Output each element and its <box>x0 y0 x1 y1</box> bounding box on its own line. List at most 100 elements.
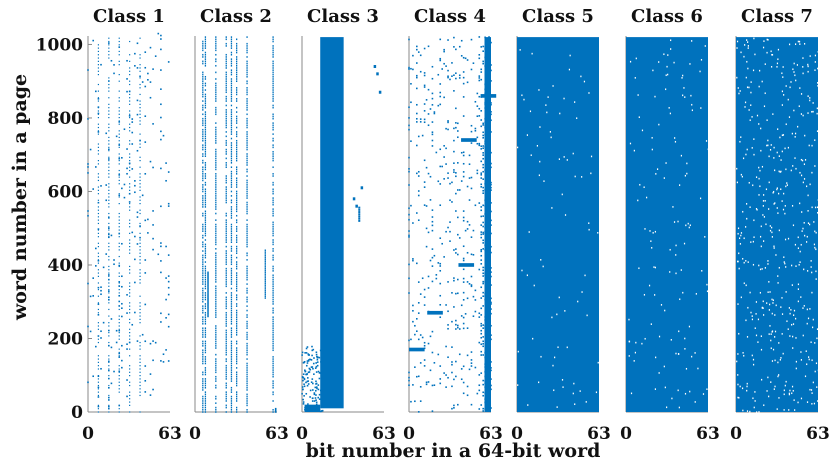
data-point <box>165 179 167 182</box>
gap-speck <box>588 222 590 224</box>
data-point <box>482 157 484 160</box>
data-point <box>225 131 227 133</box>
data-point <box>457 122 459 125</box>
data-point <box>108 50 110 53</box>
data-point <box>230 378 233 380</box>
data-point <box>108 369 110 372</box>
gap-speck <box>784 238 787 241</box>
data-point <box>202 188 204 191</box>
gap-speck <box>588 228 590 231</box>
gap-speck <box>771 65 773 68</box>
data-point <box>236 294 238 296</box>
data-point <box>204 146 207 149</box>
data-point <box>236 67 238 69</box>
gap-speck <box>526 274 528 277</box>
data-point <box>462 171 465 173</box>
data-point <box>113 64 115 66</box>
data-point <box>215 113 217 116</box>
data-point <box>204 356 207 358</box>
gap-speck <box>790 169 792 172</box>
gap-speck <box>654 266 657 269</box>
data-point <box>129 292 131 294</box>
y-tick-label: 0 <box>71 403 83 423</box>
data-point <box>315 380 317 383</box>
data-point <box>202 56 204 58</box>
gap-speck <box>806 308 808 311</box>
gap-speck <box>652 69 654 72</box>
gap-speck <box>750 104 752 106</box>
data-point <box>230 263 233 266</box>
gap-speck <box>815 231 817 234</box>
data-point <box>302 388 304 391</box>
data-point <box>236 192 238 195</box>
data-point <box>315 401 318 404</box>
data-point <box>108 123 110 125</box>
data-point <box>246 320 248 323</box>
gap-speck <box>762 214 764 216</box>
data-point <box>472 229 475 232</box>
data-point <box>118 183 120 185</box>
data-point <box>129 265 131 268</box>
data-point <box>165 298 167 301</box>
data-point <box>230 82 233 85</box>
data-point <box>272 45 274 47</box>
gap-speck <box>782 76 784 78</box>
data-point <box>264 249 266 252</box>
data-point <box>139 83 141 86</box>
data-point <box>306 373 308 375</box>
data-point <box>272 411 274 413</box>
data-point <box>123 128 126 131</box>
data-point <box>480 215 483 218</box>
data-point <box>202 351 204 354</box>
data-point <box>204 115 207 118</box>
data-point <box>139 282 141 284</box>
data-point <box>160 138 162 141</box>
data-point <box>468 177 471 179</box>
gap-speck <box>529 110 532 113</box>
x-tick-label: 63 <box>587 424 611 444</box>
data-point <box>230 318 233 321</box>
data-point <box>230 104 233 107</box>
data-point <box>317 384 320 386</box>
data-point <box>97 269 100 271</box>
data-point <box>462 71 465 73</box>
data-point <box>204 139 207 142</box>
data-point <box>303 378 306 381</box>
data-point <box>87 166 89 168</box>
data-point <box>204 201 207 204</box>
gap-speck <box>668 107 670 109</box>
gap-speck <box>780 357 782 359</box>
gap-speck <box>792 347 794 349</box>
data-point <box>236 173 238 175</box>
data-point <box>225 391 227 393</box>
gap-speck <box>782 66 784 68</box>
data-point <box>215 265 217 268</box>
data-point <box>246 89 248 91</box>
data-point <box>236 283 238 285</box>
gap-speck <box>653 266 655 268</box>
data-point <box>225 78 227 80</box>
data-point <box>272 267 274 270</box>
gap-speck <box>651 136 653 139</box>
data-point <box>225 345 227 347</box>
data-point <box>236 239 238 241</box>
data-point <box>272 89 274 91</box>
gap-speck <box>556 406 558 408</box>
data-point <box>204 303 207 305</box>
data-point <box>315 394 317 396</box>
data-point <box>303 383 305 386</box>
data-point <box>462 56 465 59</box>
gap-speck <box>736 47 738 49</box>
data-point <box>139 308 141 311</box>
data-point <box>129 246 131 248</box>
gap-speck <box>770 333 772 335</box>
data-point <box>482 291 484 294</box>
data-point <box>108 345 110 347</box>
data-point <box>272 181 274 184</box>
x-tick-label: 0 <box>620 424 632 444</box>
gap-speck <box>741 175 743 178</box>
data-point <box>147 72 149 75</box>
data-point <box>202 267 204 270</box>
gap-speck <box>760 225 762 228</box>
gap-speck <box>776 188 778 191</box>
